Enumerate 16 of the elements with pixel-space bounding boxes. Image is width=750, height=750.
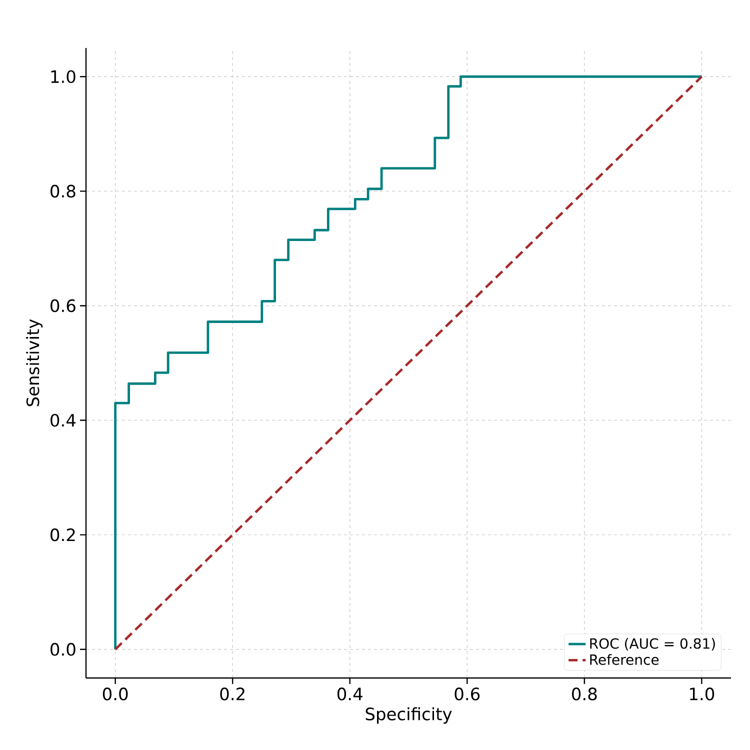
x-tick-label: 0.8 bbox=[572, 688, 597, 700]
legend-label: Reference bbox=[590, 654, 659, 665]
x-axis-title: Specificity bbox=[366, 707, 452, 724]
y-tick-label: 1.0 bbox=[51, 70, 76, 84]
x-tick-label: 0.6 bbox=[454, 688, 480, 700]
y-tick-label: 0.2 bbox=[50, 528, 75, 542]
legend-label: ROC (AUC = 0.81) bbox=[590, 638, 715, 650]
y-tick-label: 0.4 bbox=[50, 414, 76, 427]
x-tick-label: 0.4 bbox=[337, 688, 362, 700]
x-tick-label: 0.2 bbox=[220, 688, 244, 700]
y-tick-label: 0.6 bbox=[50, 299, 76, 312]
x-tick-label: 1.0 bbox=[690, 688, 714, 700]
y-tick-label: 0.8 bbox=[50, 184, 76, 198]
y-axis-title: Sensitivity bbox=[26, 319, 43, 406]
x-tick-label: 0.0 bbox=[102, 688, 128, 700]
y-tick-label: 0.0 bbox=[50, 642, 76, 656]
